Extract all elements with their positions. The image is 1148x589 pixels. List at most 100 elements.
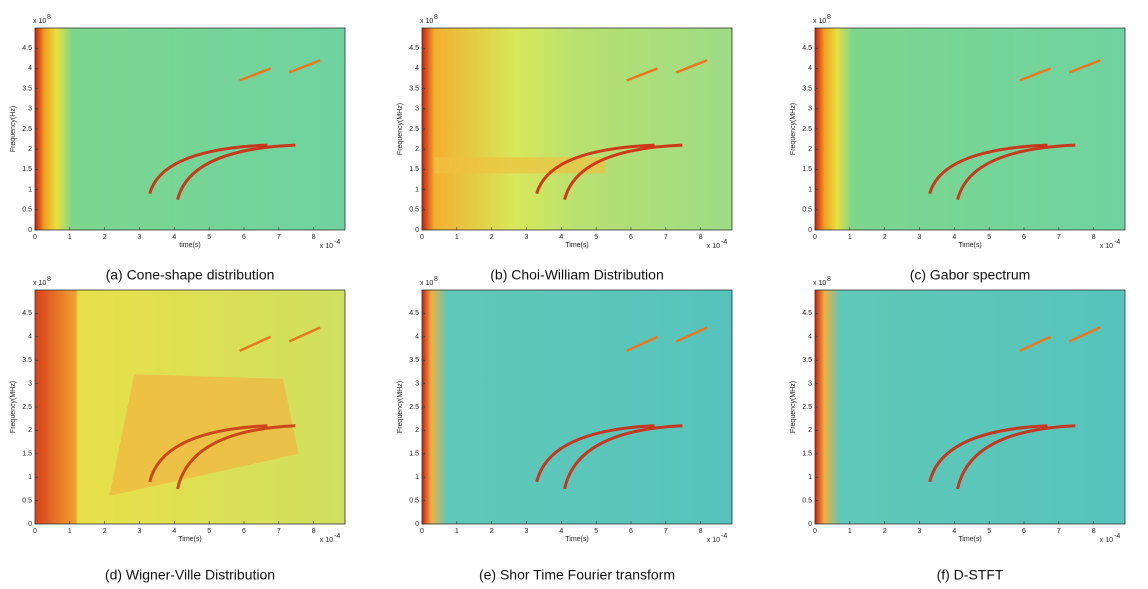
x-tick-label: 5 [207, 528, 211, 535]
y-tick-label: 0.5 [802, 207, 812, 214]
panel: 0 0.5 1 1.5 2 2.5 3 3.5 4 4.5 0 1 2 3 4 5 6 7 8 Time(s) Freq… [790, 14, 1126, 283]
x-axis-label: Time(s) [565, 242, 588, 249]
y-axis-label: Frequency(MHz) [790, 103, 797, 155]
spectrogram-texture [422, 28, 732, 230]
y-tick-label: 4.5 [409, 310, 419, 317]
y-scale-exponent: 8 [827, 14, 831, 21]
chirp-trace [626, 67, 659, 82]
x-tick-label: 8 [699, 528, 703, 535]
y-tick-label: 2 [808, 427, 812, 434]
y-tick-label: 2.5 [802, 404, 812, 411]
x-tick-label: 4 [559, 234, 563, 241]
y-tick-label: 2 [808, 146, 812, 153]
y-tick-label: 1 [28, 186, 32, 193]
x-tick-label: 4 [172, 234, 176, 241]
x-tick-label: 4 [952, 234, 956, 241]
caption: (b) Choi-William Distribution [490, 267, 663, 283]
x-scale-base: x 10 [320, 243, 333, 250]
x-scale-base: x 10 [707, 243, 720, 250]
x-tick-label: 2 [490, 528, 494, 535]
x-tick-label: 0 [33, 528, 37, 535]
y-scale-base: x 10 [33, 280, 46, 287]
chirp-trace [956, 143, 1076, 201]
caption: (f) D-STFT [937, 567, 1004, 583]
x-axis-label: Time(s) [958, 242, 981, 249]
y-scale-base: x 10 [813, 18, 826, 25]
x-tick-label: 5 [594, 528, 598, 535]
x-tick-label: 0 [33, 234, 37, 241]
spectrogram-texture [815, 28, 1125, 230]
y-tick-label: 3 [415, 380, 419, 387]
chirp-trace [563, 143, 683, 201]
y-scale-base: x 10 [33, 18, 46, 25]
chirp-trace [626, 335, 659, 352]
chirp-trace [1019, 335, 1052, 352]
y-tick-label: 3.5 [409, 85, 419, 92]
x-tick-label: 7 [664, 234, 668, 241]
y-tick-label: 1.5 [409, 451, 419, 458]
x-tick-label: 0 [420, 528, 424, 535]
x-tick-label: 1 [848, 528, 852, 535]
x-tick-label: 2 [883, 234, 887, 241]
y-tick-label: 1 [808, 474, 812, 481]
spectrogram-texture [422, 290, 732, 524]
x-tick-label: 6 [1022, 528, 1026, 535]
x-scale-exponent: -4 [1114, 533, 1120, 540]
chirp-trace [288, 326, 321, 343]
chirp-trace [1068, 59, 1101, 74]
y-scale-base: x 10 [420, 18, 433, 25]
y-axis-label: Frequency(MHz) [10, 381, 17, 433]
x-tick-label: 3 [138, 528, 142, 535]
x-scale-exponent: -4 [334, 533, 340, 540]
y-tick-label: 4 [808, 65, 812, 72]
x-tick-label: 2 [103, 234, 107, 241]
y-tick-label: 4.5 [22, 310, 32, 317]
x-scale-exponent: -4 [721, 533, 727, 540]
y-tick-label: 4.5 [22, 45, 32, 52]
y-tick-label: 4 [415, 334, 419, 341]
caption: (e) Shor Time Fourier transform [479, 567, 675, 583]
y-tick-label: 2.5 [22, 126, 32, 133]
y-tick-label: 1.5 [409, 166, 419, 173]
y-scale-base: x 10 [813, 280, 826, 287]
x-tick-label: 8 [699, 234, 703, 241]
spectrogram-texture [35, 28, 345, 230]
y-tick-label: 3 [808, 380, 812, 387]
x-tick-label: 3 [525, 528, 529, 535]
y-tick-label: 1.5 [22, 166, 32, 173]
y-axis-label: Frequency(Hz) [10, 106, 17, 152]
chirp-trace [535, 143, 655, 195]
x-axis-label: Time(s) [565, 536, 588, 543]
y-tick-label: 3.5 [22, 85, 32, 92]
x-tick-label: 7 [1057, 234, 1061, 241]
x-tick-label: 6 [629, 234, 633, 241]
x-tick-label: 2 [103, 528, 107, 535]
y-tick-label: 2 [415, 146, 419, 153]
energy-band [434, 157, 605, 174]
chirp-trace [675, 59, 708, 74]
x-tick-label: 8 [1092, 234, 1096, 241]
y-tick-label: 1 [808, 186, 812, 193]
x-tick-label: 7 [1057, 528, 1061, 535]
y-tick-label: 0.5 [409, 497, 419, 504]
chirp-trace [563, 424, 683, 490]
caption: (d) Wigner-Ville Distribution [105, 567, 275, 583]
y-scale-exponent: 8 [47, 276, 51, 283]
y-tick-label: 3 [415, 106, 419, 113]
y-tick-label: 4 [415, 65, 419, 72]
x-tick-label: 7 [664, 528, 668, 535]
y-tick-label: 0 [28, 521, 32, 528]
y-tick-label: 0.5 [409, 207, 419, 214]
x-tick-label: 6 [242, 234, 246, 241]
y-tick-label: 0.5 [22, 497, 32, 504]
y-axis-label: Frequency(MHz) [397, 103, 404, 155]
y-tick-label: 1 [415, 186, 419, 193]
y-tick-label: 0 [28, 227, 32, 234]
chirp-trace [1068, 326, 1101, 343]
chirp-trace [1019, 67, 1052, 82]
x-tick-label: 1 [68, 234, 72, 241]
x-tick-label: 2 [490, 234, 494, 241]
y-tick-label: 2.5 [22, 404, 32, 411]
y-tick-label: 4 [28, 334, 32, 341]
